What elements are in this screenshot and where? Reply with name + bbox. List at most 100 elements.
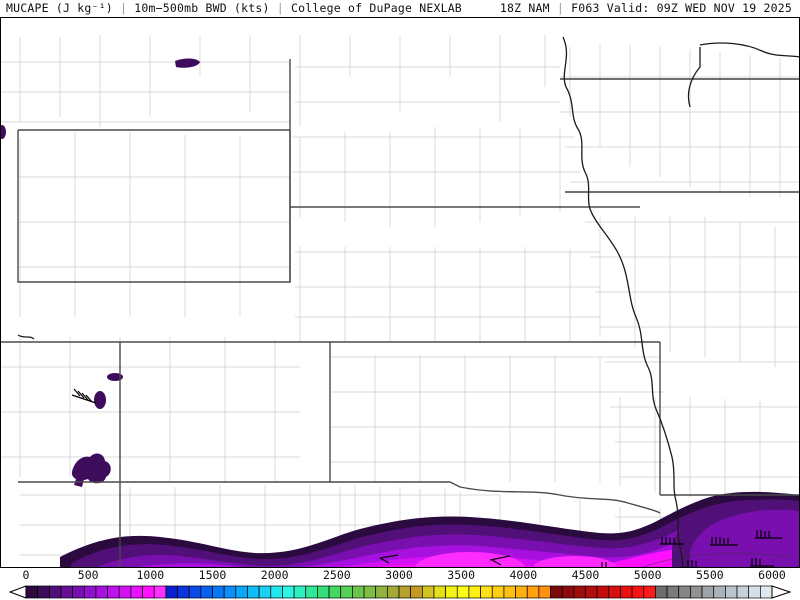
colorbar-swatch xyxy=(200,585,213,599)
colorbar-swatch xyxy=(515,585,528,599)
colorbar-swatch xyxy=(130,585,143,599)
forecast-hour-label: F063 xyxy=(571,1,600,15)
header-bar: MUCAPE (J kg⁻¹) | 10m−500mb BWD (kts) | … xyxy=(0,0,800,17)
barb-gulf-1 xyxy=(686,560,710,568)
colorbar-swatch xyxy=(631,585,645,599)
colorbar-swatch xyxy=(165,585,178,599)
colorbar-swatch xyxy=(48,585,62,599)
colorbar-swatch xyxy=(666,585,680,599)
colorbar-swatch xyxy=(456,585,470,599)
colorbar-swatch xyxy=(317,585,330,599)
colorbar-tick-labels: 0 500 1000 1500 2000 2500 3000 3500 4000 4500 5000… xyxy=(0,568,800,584)
cape-blob-west-texas-tail xyxy=(74,479,84,487)
colorbar-swatch xyxy=(386,585,400,599)
header-separator-3: | xyxy=(556,1,565,15)
barb-tx-coast-2 xyxy=(489,555,511,566)
map-graphic xyxy=(0,17,800,568)
colorbar-swatch xyxy=(293,585,307,599)
colorbar-tick-label: 3000 xyxy=(385,568,413,582)
colorbar-tick-label: 2000 xyxy=(260,568,289,582)
state-line-tx-ok-red-river xyxy=(459,486,661,514)
map-canvas[interactable] xyxy=(0,17,800,568)
colorbar-tick-label: 0 xyxy=(22,568,30,582)
cape-blobs-west xyxy=(0,58,200,487)
colorbar-swatch xyxy=(410,585,423,599)
colorbar: 0 500 1000 1500 2000 2500 3000 3500 4000 4500 5000… xyxy=(0,568,800,600)
colorbar-tick-label: 5000 xyxy=(633,568,662,582)
boundary-north-edge xyxy=(699,42,800,58)
colorbar-swatch xyxy=(25,585,39,599)
header-separator-1: | xyxy=(119,1,128,15)
colorbar-swatch xyxy=(212,585,225,599)
wind-barbs xyxy=(71,388,782,568)
colorbar-swatch xyxy=(736,585,750,599)
colorbar-swatch xyxy=(223,585,237,599)
colorbar-tick-label: 6000 xyxy=(758,568,786,582)
colorbar-swatch xyxy=(340,585,353,599)
colorbar-tick-label: 5500 xyxy=(695,568,724,582)
colorbar-swatch xyxy=(142,585,155,599)
colorbar-swatch xyxy=(468,585,481,599)
colorbar-swatch xyxy=(573,585,586,599)
colorbar-tick-label: 4500 xyxy=(571,568,600,582)
colorbar-tick-label: 500 xyxy=(77,568,99,582)
colorbar-swatch xyxy=(655,585,668,599)
colorbar-tick-label: 1500 xyxy=(198,568,227,582)
cape-blob-edge-west xyxy=(0,125,6,139)
colorbar-tick-label: 2500 xyxy=(322,568,351,582)
colorbar-swatch xyxy=(538,585,551,599)
state-line-il-west xyxy=(687,47,701,108)
colorbar-swatch xyxy=(748,585,761,599)
cape-blob-west-texas xyxy=(71,453,111,484)
colorbar-swatch xyxy=(550,585,563,599)
colorbar-swatch xyxy=(433,585,446,599)
colorbar-swatch xyxy=(561,585,575,599)
colorbar-swatch xyxy=(503,585,516,599)
cape-blob-south-dakota xyxy=(175,58,200,68)
colorbar-swatch xyxy=(270,585,283,599)
colorbar-swatches xyxy=(8,585,792,599)
barb-tx-coast-1 xyxy=(379,554,399,564)
colorbar-swatch xyxy=(526,585,540,599)
colorbar-swatch xyxy=(305,585,318,599)
header-left-text: MUCAPE (J kg⁻¹) | 10m−500mb BWD (kts) | … xyxy=(6,2,462,15)
colorbar-swatch xyxy=(352,585,365,599)
colorbar-swatch xyxy=(643,585,656,599)
colorbar-swatch xyxy=(690,585,703,599)
colorbar-swatch xyxy=(363,585,377,599)
colorbar-swatch xyxy=(188,585,202,599)
cape-shading-lower-mississippi xyxy=(672,499,800,568)
colorbar-swatch xyxy=(701,585,715,599)
colorbar-under-arrow xyxy=(8,585,27,599)
colorbar-swatch xyxy=(37,585,50,599)
barb-louisiana-1 xyxy=(660,537,684,545)
state-boundaries xyxy=(0,59,800,568)
colorbar-swatch xyxy=(282,585,295,599)
barb-gulf-2 xyxy=(750,558,774,567)
colorbar-swatch xyxy=(153,585,167,599)
cape-blob-nm-small xyxy=(107,373,123,381)
valid-time-label: Valid: 09Z WED NOV 19 2025 xyxy=(606,1,792,15)
colorbar-swatch xyxy=(398,585,412,599)
colorbar-swatch xyxy=(678,585,691,599)
cape-core-2 xyxy=(533,556,617,568)
colorbar-tick-label: 1000 xyxy=(136,568,165,582)
coastline xyxy=(639,552,791,568)
colorbar-swatch xyxy=(421,585,435,599)
colorbar-over-arrow xyxy=(771,585,792,599)
cape-core-1 xyxy=(415,552,525,568)
colorbar-swatch xyxy=(713,585,726,599)
barb-gulf-3 xyxy=(600,562,620,568)
colorbar-swatch xyxy=(177,585,190,599)
barb-new-mexico xyxy=(71,388,97,404)
major-boundaries xyxy=(17,36,800,568)
colorbar-swatch xyxy=(72,585,85,599)
colorbar-swatch xyxy=(118,585,132,599)
river-mississippi xyxy=(562,36,684,568)
colorbar-swatch xyxy=(585,585,598,599)
colorbar-swatch xyxy=(480,585,493,599)
field-label: MUCAPE (J kg⁻¹) xyxy=(6,1,113,15)
cape-band-375 xyxy=(95,509,800,568)
colorbar-swatch xyxy=(375,585,388,599)
